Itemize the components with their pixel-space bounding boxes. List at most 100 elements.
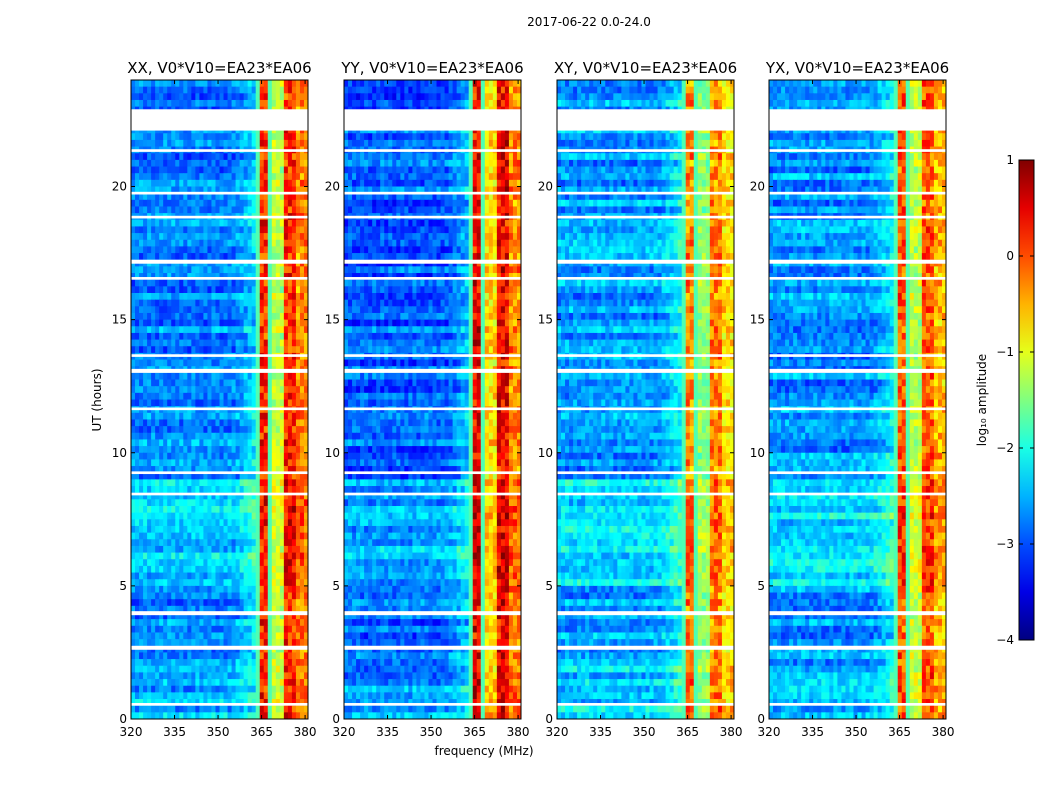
heatmap-cell <box>251 99 257 108</box>
heatmap-cell <box>199 93 205 101</box>
heatmap-cell <box>195 486 200 494</box>
heatmap-cell <box>143 339 148 347</box>
heatmap-cell <box>219 239 225 248</box>
heatmap-cell <box>199 512 205 520</box>
heatmap-cell <box>295 579 301 587</box>
heatmap-cell <box>179 226 184 234</box>
heatmap-cell <box>163 166 168 174</box>
heatmap-cell <box>155 572 160 580</box>
heatmap-cell <box>219 332 225 341</box>
heatmap-cell <box>131 572 136 580</box>
heatmap-cell <box>460 159 466 168</box>
heatmap-cell <box>275 86 281 94</box>
heatmap-cell <box>227 705 233 713</box>
heatmap-cell <box>163 605 168 614</box>
heatmap-cell <box>424 93 430 101</box>
heatmap-cell <box>227 472 233 480</box>
heatmap-cell <box>143 286 148 294</box>
heatmap-cell <box>412 173 418 181</box>
heatmap-cell <box>219 419 225 427</box>
heatmap-cell <box>372 166 377 174</box>
heatmap-cell <box>159 605 164 614</box>
heatmap-cell <box>424 179 430 188</box>
heatmap-cell <box>247 286 253 294</box>
heatmap-cell <box>267 685 273 693</box>
heatmap-cell <box>247 545 253 554</box>
heatmap-cell <box>247 266 253 274</box>
heatmap-cell <box>211 226 217 234</box>
heatmap-cell <box>279 672 285 680</box>
heatmap-cell <box>267 525 273 534</box>
heatmap-cell <box>187 519 192 527</box>
heatmap-cell <box>131 532 136 540</box>
heatmap-cell <box>179 486 184 494</box>
heatmap-cell <box>299 186 305 194</box>
heatmap-cell <box>199 266 205 274</box>
heatmap-cell <box>267 625 273 634</box>
heatmap-cell <box>187 632 192 640</box>
heatmap-cell <box>159 466 164 474</box>
heatmap-cell <box>211 273 217 281</box>
heatmap-cell <box>187 319 192 327</box>
heatmap-cell <box>143 186 148 194</box>
heatmap-cell <box>191 273 196 281</box>
heatmap-cell <box>299 479 305 487</box>
heatmap-cell <box>235 233 241 241</box>
heatmap-cell <box>263 159 269 168</box>
heatmap-cell <box>183 479 188 487</box>
heatmap-cell <box>163 639 168 647</box>
heatmap-cell <box>151 239 156 248</box>
heatmap-cell <box>279 572 285 580</box>
heatmap-cell <box>155 679 160 687</box>
heatmap-cell <box>255 432 261 441</box>
heatmap-cell <box>207 472 213 480</box>
heatmap-cell <box>171 612 176 620</box>
heatmap-cell <box>131 692 136 700</box>
heatmap-cell <box>275 299 281 307</box>
heatmap-cell <box>279 419 285 427</box>
heatmap-cell <box>436 159 442 168</box>
heatmap-cell <box>235 599 241 607</box>
heatmap-cell <box>275 512 281 520</box>
heatmap-cell <box>283 579 289 587</box>
heatmap-cell <box>139 412 144 421</box>
heatmap-cell <box>135 452 140 461</box>
heatmap-cell <box>516 99 521 108</box>
heatmap-cell <box>283 226 289 234</box>
heatmap-cell <box>151 585 156 594</box>
heatmap-cell <box>179 585 184 594</box>
heatmap-cell <box>183 472 188 480</box>
heatmap-cell <box>231 233 237 241</box>
heatmap-cell <box>179 619 184 627</box>
heatmap-cell <box>191 419 196 427</box>
heatmap-cell <box>251 412 257 421</box>
heatmap-cell <box>207 506 213 514</box>
heatmap-cell <box>227 399 233 407</box>
heatmap-cell <box>183 279 188 287</box>
heatmap-cell <box>291 659 297 667</box>
heatmap-cell <box>211 699 217 707</box>
heatmap-cell <box>215 412 221 421</box>
heatmap-cell <box>175 572 180 580</box>
heatmap-cell <box>159 499 164 507</box>
heatmap-cell <box>219 692 225 700</box>
heatmap-cell <box>271 652 277 660</box>
heatmap-cell <box>223 679 229 687</box>
heatmap-cell <box>299 426 305 434</box>
heatmap-cell <box>191 446 196 454</box>
heatmap-cell <box>191 80 196 88</box>
heatmap-cell <box>203 699 209 707</box>
heatmap-cell <box>303 299 308 307</box>
heatmap-cell <box>179 625 184 634</box>
heatmap-cell <box>412 99 418 108</box>
heatmap-cell <box>267 266 273 274</box>
heatmap-cell <box>151 685 156 693</box>
heatmap-cell <box>408 139 413 148</box>
heatmap-cell <box>251 532 257 540</box>
heatmap-cell <box>404 173 409 181</box>
heatmap-cell <box>251 705 257 713</box>
heatmap-cell <box>207 326 213 334</box>
heatmap-cell <box>504 179 510 188</box>
heatmap-cell <box>271 372 277 381</box>
heatmap-cell <box>492 80 498 88</box>
